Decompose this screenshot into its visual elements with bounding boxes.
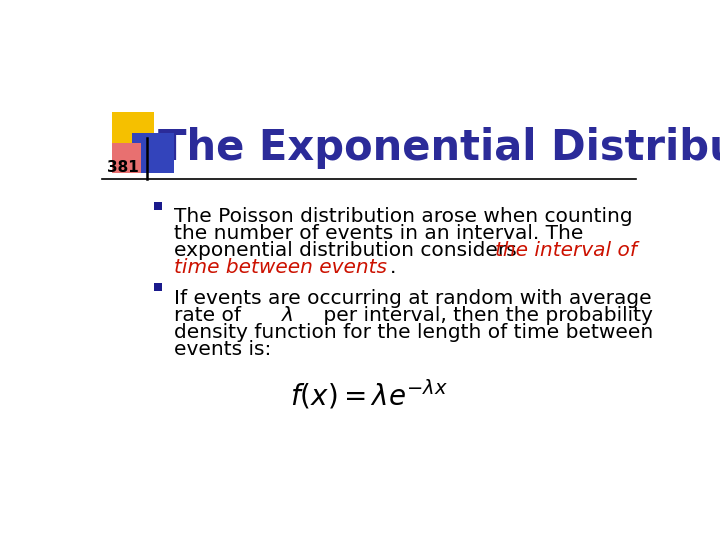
Text: λ: λ [282, 306, 293, 325]
Bar [154, 284, 162, 291]
Text: per interval, then the probability: per interval, then the probability [318, 306, 653, 325]
Text: the number of events in an interval. The: the number of events in an interval. The [174, 224, 583, 243]
Text: rate of: rate of [174, 306, 247, 325]
Text: .: . [390, 258, 396, 277]
Text: the interval of: the interval of [495, 241, 637, 260]
Bar [112, 112, 154, 152]
Text: events is:: events is: [174, 340, 271, 359]
Text: density function for the length of time between: density function for the length of time … [174, 323, 653, 342]
Text: The Poisson distribution arose when counting: The Poisson distribution arose when coun… [174, 207, 632, 226]
Bar [132, 132, 174, 173]
Text: exponential distribution considers: exponential distribution considers [174, 241, 523, 260]
Text: time between events: time between events [174, 258, 387, 277]
Text: $f(x) = \lambda e^{-\lambda x}$: $f(x) = \lambda e^{-\lambda x}$ [290, 378, 448, 412]
Text: The Exponential Distribution-I: The Exponential Distribution-I [158, 127, 720, 169]
Text: 381: 381 [107, 160, 139, 175]
Bar [112, 143, 141, 173]
Text: If events are occurring at random with average: If events are occurring at random with a… [174, 289, 652, 308]
Bar [154, 202, 162, 210]
